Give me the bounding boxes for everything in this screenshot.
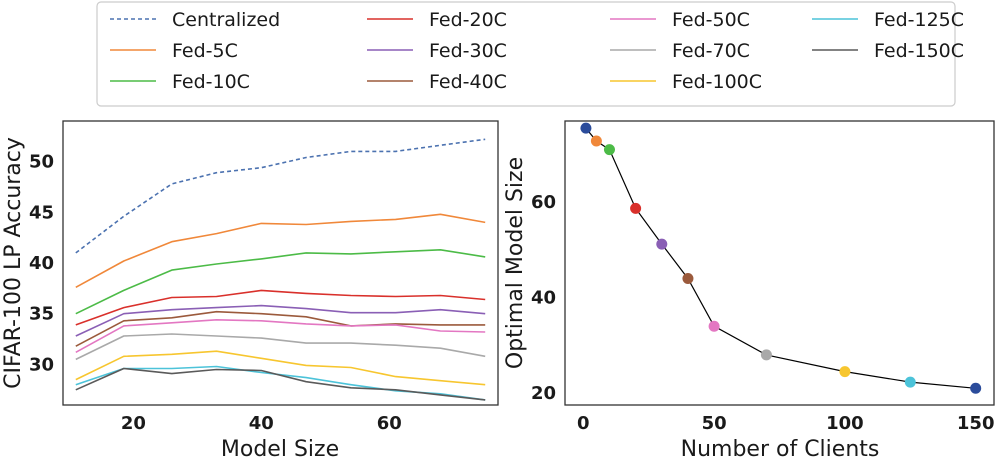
legend-label-fed-5c: Fed-5C <box>172 40 238 62</box>
series-line-fed-20c <box>75 289 486 326</box>
scatter-point-40-clients <box>682 273 694 285</box>
right-y-tick-20: 20 <box>531 383 556 404</box>
left-x-tick-60: 60 <box>377 413 402 434</box>
legend: Centralized Fed-5C Fed-10C Fed-20C Fed-30C Fe… <box>96 1 964 107</box>
scatter-point-150-clients <box>970 382 982 394</box>
left-y-tick-30: 30 <box>29 354 54 375</box>
series-line-fed-70c <box>75 333 486 361</box>
right-x-tick-100: 100 <box>826 413 864 434</box>
legend-label-fed-50c: Fed-50C <box>672 9 750 31</box>
right-y-tick-60: 60 <box>531 192 556 213</box>
right-x-tick-150: 150 <box>957 413 995 434</box>
left-y-tick-50: 50 <box>29 152 54 173</box>
scatter-point-5-clients <box>590 135 602 147</box>
scatter-point-125-clients <box>904 376 916 388</box>
series-line-fed-10c <box>75 249 486 315</box>
scatter-point-1-clients <box>580 122 592 134</box>
scatter-point-20-clients <box>630 202 642 214</box>
scatter-point-30-clients <box>656 238 668 250</box>
left-y-tick-40: 40 <box>29 253 54 274</box>
right-y-tick-40: 40 <box>531 288 556 309</box>
legend-label-centralized: Centralized <box>172 9 280 31</box>
right-plot-frame <box>564 120 995 406</box>
right-y-axis-label: Optimal Model Size <box>503 157 528 369</box>
series-line-fed-150c <box>75 367 486 401</box>
legend-label-fed-40c: Fed-40C <box>429 71 507 93</box>
legend-label-fed-20c: Fed-20C <box>429 9 507 31</box>
left-panel: 20 40 60 30 35 40 45 50 Model Size CIFAR-100 LP… <box>1 120 499 462</box>
left-plot-frame <box>62 120 499 406</box>
legend-label-fed-70c: Fed-70C <box>672 40 750 62</box>
series-line-centralized <box>75 138 486 254</box>
legend-label-fed-125c: Fed-125C <box>874 9 964 31</box>
left-y-tick-45: 45 <box>29 202 54 223</box>
series-line-fed-100c <box>75 350 486 386</box>
legend-label-fed-150c: Fed-150C <box>874 40 964 62</box>
legend-label-fed-30c: Fed-30C <box>429 40 507 62</box>
right-x-tick-0: 0 <box>577 413 590 434</box>
left-x-tick-20: 20 <box>121 413 146 434</box>
scatter-point-10-clients <box>603 144 615 156</box>
left-y-tick-35: 35 <box>29 304 54 325</box>
left-y-axis-label: CIFAR-100 LP Accuracy <box>1 137 26 389</box>
left-x-tick-40: 40 <box>249 413 274 434</box>
legend-label-fed-10c: Fed-10C <box>172 71 250 93</box>
series-line-fed-50c <box>75 318 486 354</box>
right-panel: 0 50 100 150 20 40 60 Number of Clients Optima… <box>503 120 995 462</box>
scatter-point-50-clients <box>708 320 720 332</box>
legend-frame <box>96 1 956 107</box>
right-x-axis-label: Number of Clients <box>681 437 880 462</box>
scatter-point-70-clients <box>760 349 772 361</box>
left-x-axis-label: Model Size <box>221 437 339 462</box>
series-line-fed-5c <box>75 213 486 289</box>
legend-label-fed-100c: Fed-100C <box>672 71 762 93</box>
series-line-fed-30c <box>75 304 486 337</box>
series-line-fed-40c <box>75 310 486 347</box>
right-x-tick-50: 50 <box>702 413 727 434</box>
scatter-point-100-clients <box>839 366 851 378</box>
